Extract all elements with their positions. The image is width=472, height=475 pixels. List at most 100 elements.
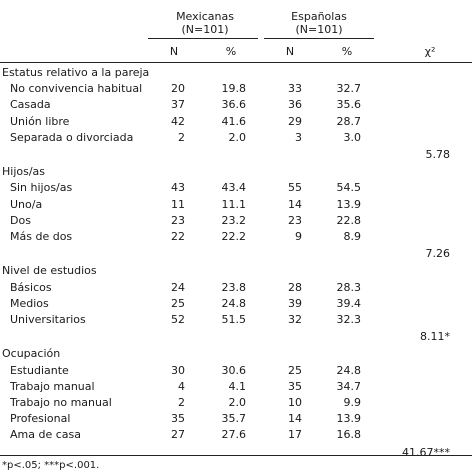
table-cell-en: 14 <box>288 197 302 211</box>
table-cell-en: 36 <box>288 98 302 112</box>
row-label: Profesional <box>10 412 71 426</box>
table-cell-ep: 8.9 <box>343 230 362 243</box>
table-cell-mn: 25 <box>171 296 185 310</box>
table-cell-mn: 2 <box>178 130 185 144</box>
table-cell-mp: 51.5 <box>221 313 247 326</box>
header-col-n-esp: N <box>285 45 295 58</box>
table-cell-mn: 35 <box>171 412 185 426</box>
row-label: Dos <box>10 213 31 227</box>
table-cell-mn: 23 <box>171 213 185 227</box>
row-label: Básicos <box>10 280 52 294</box>
table-cell-en: 39 <box>288 296 302 310</box>
table-cell-mn: 11 <box>171 197 185 211</box>
row-label: Estudiante <box>10 363 69 377</box>
table-cell-mn: 22 <box>171 230 185 243</box>
row-label: Universitarios <box>10 313 86 326</box>
table-cell-mn: 27 <box>171 428 185 442</box>
table-cell-mp: 19.8 <box>221 82 247 96</box>
table-cell-mp: 2.0 <box>228 130 247 144</box>
table-cell-en: 28 <box>288 280 302 294</box>
table-cell-ep: 35.6 <box>336 98 362 112</box>
table-cell-ep: 13.9 <box>336 412 362 426</box>
header-rule-espanolas <box>264 38 374 39</box>
table-cell-ep: 24.8 <box>336 363 362 377</box>
table-cell-mp: 35.7 <box>221 412 247 426</box>
table-cell-en: 33 <box>288 82 302 96</box>
table-cell-en: 3 <box>295 130 302 144</box>
table-cell-mp: 41.6 <box>221 114 247 128</box>
table-cell-mp: 4.1 <box>228 379 247 393</box>
table-cell-ep: 22.8 <box>336 213 362 227</box>
section-title: Nivel de estudios <box>2 264 97 278</box>
table-cell-en: 10 <box>288 396 302 409</box>
row-label: Ama de casa <box>10 428 81 442</box>
table-cell-mp: 23.2 <box>221 213 247 227</box>
table-cell-mn: 43 <box>171 181 185 195</box>
table-cell-mp: 11.1 <box>221 197 247 211</box>
table-cell-mn: 24 <box>171 280 185 294</box>
table-cell-en: 35 <box>288 379 302 393</box>
table-cell-mn: 2 <box>178 396 185 409</box>
row-label: Más de dos <box>10 230 73 243</box>
table-cell-ep: 32.3 <box>336 313 362 326</box>
table-cell-en: 25 <box>288 363 302 377</box>
table-cell-mp: 23.8 <box>221 280 247 294</box>
footnote: *p<.05; ***p<.001. <box>2 460 100 471</box>
header-group-espanolas-n: (N=101) <box>295 23 343 36</box>
row-label: Unión libre <box>10 114 70 128</box>
row-label: No convivencia habitual <box>10 82 143 96</box>
row-label: Uno/a <box>10 197 43 211</box>
table-cell-en: 32 <box>288 313 302 326</box>
row-label: Trabajo manual <box>10 379 95 393</box>
table-cell-ep: 9.9 <box>343 396 362 409</box>
row-label: Separada o divorciada <box>10 130 134 144</box>
section-title: Hijos/as <box>2 165 46 179</box>
table-cell-ep: 39.4 <box>336 296 362 310</box>
chi-square-value: 8.11* <box>420 330 450 344</box>
header-col-n-mex: N <box>169 45 179 58</box>
table-cell-ep: 13.9 <box>336 197 362 211</box>
table-cell-en: 55 <box>288 181 302 195</box>
header-group-espanolas: Españolas <box>291 10 347 23</box>
row-label: Medios <box>10 296 49 310</box>
row-label: Sin hijos/as <box>10 181 73 195</box>
table-cell-ep: 28.3 <box>336 280 362 294</box>
table-cell-mn: 30 <box>171 363 185 377</box>
table-cell-mn: 4 <box>178 379 185 393</box>
table-cell-mp: 24.8 <box>221 296 247 310</box>
table-cell-mp: 43.4 <box>221 181 247 195</box>
table-cell-en: 17 <box>288 428 302 442</box>
table-cell-mp: 2.0 <box>228 396 247 409</box>
chi-square-value: 41.67*** <box>402 445 450 459</box>
chi-square-value: 5.78 <box>425 148 451 161</box>
header-group-mexicanas: Mexicanas <box>176 10 234 23</box>
table-cell-en: 14 <box>288 412 302 426</box>
header-col-chi: χ² <box>424 45 436 58</box>
table-cell-ep: 32.7 <box>336 82 362 96</box>
table-cell-ep: 3.0 <box>343 130 362 144</box>
table-cell-mp: 36.6 <box>221 98 247 112</box>
table-cell-ep: 54.5 <box>336 181 362 195</box>
table-cell-mn: 20 <box>171 82 185 96</box>
section-title: Ocupación <box>2 347 61 361</box>
table-cell-ep: 28.7 <box>336 114 362 128</box>
header-col-pct-esp: % <box>341 45 353 58</box>
table-cell-mp: 27.6 <box>221 428 247 442</box>
header-rule-mexicanas <box>148 38 258 39</box>
table-cell-mp: 30.6 <box>221 363 247 377</box>
table-cell-en: 29 <box>288 114 302 128</box>
chi-square-value: 7.26 <box>425 247 451 261</box>
table-cell-en: 9 <box>295 230 302 243</box>
table-cell-mp: 22.2 <box>221 230 247 243</box>
table-cell-en: 23 <box>288 213 302 227</box>
table-cell-ep: 34.7 <box>336 379 362 393</box>
table-cell-mn: 37 <box>171 98 185 112</box>
header-col-pct-mex: % <box>225 45 237 58</box>
header-group-mexicanas-n: (N=101) <box>181 23 229 36</box>
row-label: Casada <box>10 98 51 112</box>
table-bottom-rule <box>0 455 472 456</box>
table-cell-ep: 16.8 <box>336 428 362 442</box>
row-label: Trabajo no manual <box>10 396 112 409</box>
table-cell-mn: 42 <box>171 114 185 128</box>
